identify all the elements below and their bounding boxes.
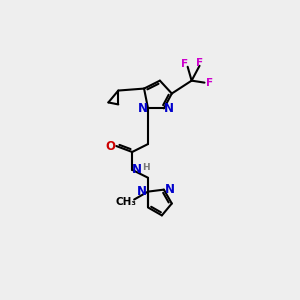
Text: O: O bbox=[105, 140, 116, 152]
Text: F: F bbox=[196, 58, 203, 68]
Text: CH₃: CH₃ bbox=[116, 196, 137, 206]
Text: N: N bbox=[138, 102, 148, 115]
Text: N: N bbox=[164, 102, 174, 115]
Text: F: F bbox=[206, 78, 213, 88]
Text: N: N bbox=[137, 185, 147, 198]
Text: H: H bbox=[142, 163, 150, 172]
Text: N: N bbox=[165, 183, 175, 196]
Text: F: F bbox=[181, 59, 188, 69]
Text: N: N bbox=[132, 163, 142, 176]
